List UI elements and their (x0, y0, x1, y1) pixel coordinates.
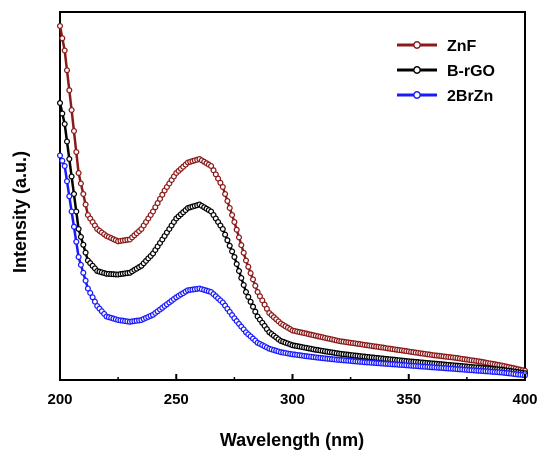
data-point (77, 180, 84, 187)
data-point (235, 234, 243, 241)
data-point (77, 233, 84, 240)
data-point (231, 218, 238, 226)
data-point (229, 248, 236, 255)
data-point (222, 190, 229, 198)
data-point (231, 253, 238, 261)
data-point (224, 197, 231, 205)
data-point (59, 157, 66, 164)
data-point (70, 190, 78, 198)
data-point (226, 204, 233, 212)
data-point (63, 178, 71, 185)
data-point (82, 201, 89, 208)
data-point (63, 138, 71, 145)
data-point (224, 237, 231, 244)
data-point (233, 260, 240, 268)
data-point (242, 257, 250, 264)
data-point (59, 110, 66, 117)
data-point (249, 303, 257, 310)
data-point (247, 270, 254, 277)
data-point (77, 261, 84, 268)
legend-marker-B-rGO (413, 66, 421, 74)
data-point (56, 22, 64, 30)
data-point (238, 242, 245, 249)
data-point (252, 282, 259, 289)
data-point (73, 148, 80, 156)
data-point (75, 169, 82, 177)
data-point (242, 288, 250, 296)
data-point (238, 274, 245, 282)
data-point (56, 99, 64, 107)
series-2BrZn (56, 152, 529, 379)
data-point (68, 208, 75, 215)
x-axis-title: Wavelength (nm) (220, 430, 364, 450)
data-point (66, 155, 73, 163)
data-point (219, 183, 226, 191)
data-point (80, 269, 87, 276)
data-point (61, 162, 68, 170)
data-point (240, 281, 247, 289)
data-point (240, 249, 247, 256)
series-ZnF (56, 22, 529, 374)
data-point (68, 173, 75, 180)
data-point (66, 193, 73, 200)
legend-label-B-rGO: B-rGO (447, 63, 495, 80)
x-tick-label-400: 400 (512, 391, 537, 408)
data-point (75, 253, 82, 261)
data-point (70, 223, 78, 230)
x-tick-label-300: 300 (280, 391, 305, 408)
data-point (222, 231, 229, 238)
data-point (219, 225, 226, 233)
data-point (66, 87, 73, 94)
legend-label-ZnF: ZnF (447, 38, 477, 55)
data-point (61, 120, 68, 128)
data-point (59, 35, 66, 42)
data-point (245, 293, 252, 300)
legend: ZnF B-rGO 2BrZn (397, 38, 495, 105)
data-point (80, 190, 87, 198)
axis-layer: 200 250 300 350 400 (47, 374, 538, 408)
data-point (61, 47, 68, 54)
data-point (245, 263, 252, 270)
data-point (70, 127, 78, 135)
data-point (87, 289, 94, 296)
data-point (80, 241, 87, 248)
data-point (252, 308, 259, 315)
data-point (56, 152, 64, 159)
data-point (229, 211, 236, 219)
legend-label-2BrZn: 2BrZn (447, 88, 493, 105)
data-point (63, 67, 71, 74)
data-point (233, 226, 240, 233)
data-point (68, 106, 75, 114)
data-point (247, 298, 254, 305)
data-point (73, 238, 80, 245)
data-point (226, 242, 233, 249)
data-point (249, 276, 257, 283)
x-tick-label-250: 250 (164, 391, 189, 408)
x-tick-label-350: 350 (396, 391, 421, 408)
data-point (82, 249, 89, 256)
y-axis-title: Intensity (a.u.) (10, 151, 30, 273)
x-tick-label-200: 200 (47, 391, 72, 408)
data-point (82, 277, 89, 284)
legend-marker-2BrZn (413, 91, 421, 99)
legend-marker-ZnF (413, 41, 421, 49)
series-layer (56, 22, 529, 379)
data-point (235, 267, 243, 275)
data-point (75, 225, 82, 233)
